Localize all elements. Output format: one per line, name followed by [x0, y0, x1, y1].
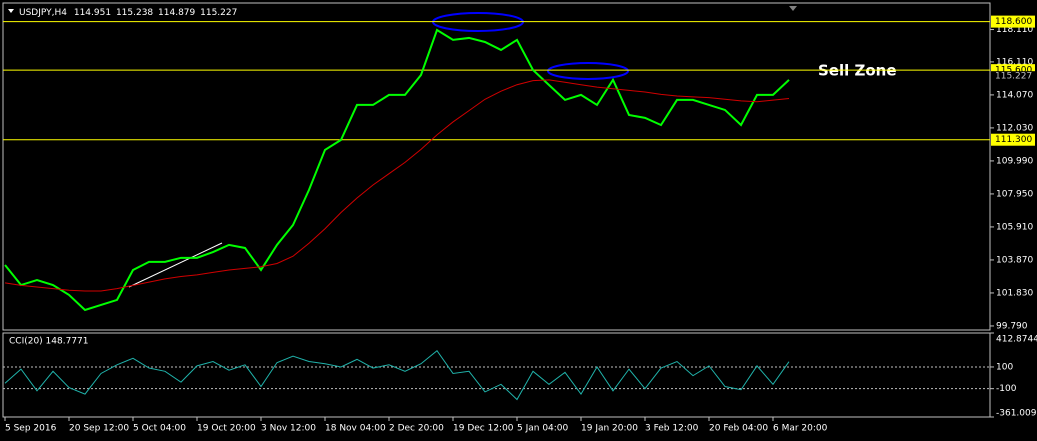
y-tick-label: 114.070: [996, 90, 1033, 100]
indicator-title: CCI(20) 148.7771: [9, 337, 89, 347]
y-tick-label: 109.990: [996, 156, 1033, 166]
y-tick-label: -100: [996, 384, 1017, 394]
x-tick-label: 20 Feb 04:00: [709, 424, 768, 434]
y-tick-label: 99.790: [996, 321, 1028, 331]
x-tick-label: 3 Nov 12:00: [261, 424, 316, 434]
level-label: 118.600: [995, 17, 1032, 27]
ellipse: [547, 62, 629, 80]
y-tick-label: 118.110: [996, 25, 1033, 35]
shift-marker: [789, 6, 797, 11]
x-tick-label: 19 Oct 20:00: [197, 424, 256, 434]
y-tick-label: 101.830: [996, 288, 1033, 298]
price-line: [4, 79, 790, 292]
y-tick-label: 116.110: [996, 57, 1033, 67]
low: 114.879: [158, 8, 195, 18]
close: 115.227: [200, 8, 237, 18]
x-tick-label: 5 Jan 04:00: [517, 424, 569, 434]
y-tick-label: 107.950: [996, 189, 1033, 199]
header: USDJPY,H4 114.951 115.238 114.879 115.22…: [19, 8, 237, 18]
level-label: 111.300: [995, 135, 1032, 145]
x-tick-label: 5 Sep 2016: [5, 424, 57, 434]
y-tick-label: -361.0092: [996, 409, 1037, 419]
main-pane: [2, 2, 991, 331]
cci-pane: [2, 332, 991, 418]
level-tag: [991, 133, 1035, 146]
x-tick-label: 19 Dec 12:00: [453, 424, 514, 434]
level-tag: [991, 15, 1035, 28]
level-label: 115.600: [995, 66, 1032, 76]
y-tick-label: 112.030: [996, 123, 1033, 133]
x-tick-label: 2 Dec 20:00: [389, 424, 444, 434]
x-tick-label: 18 Nov 04:00: [325, 424, 386, 434]
trend-line: [128, 242, 223, 288]
y-tick-label: 105.910: [996, 222, 1033, 232]
price-line: [4, 349, 790, 401]
symbol: USDJPY,H4: [19, 8, 67, 18]
x-tick-label: 6 Mar 20:00: [773, 424, 828, 434]
x-tick-label: 5 Oct 04:00: [133, 424, 186, 434]
x-tick-label: 3 Feb 12:00: [645, 424, 699, 434]
menu-arrow[interactable]: [8, 9, 14, 13]
high: 115.238: [116, 8, 153, 18]
x-tick-label: 20 Sep 12:00: [69, 424, 129, 434]
x-tick-label: 19 Jan 20:00: [581, 424, 638, 434]
open: 114.951: [74, 8, 111, 18]
price-label: 115.227: [995, 72, 1032, 82]
price-line: [4, 28, 790, 312]
y-tick-label: 100: [996, 362, 1013, 372]
y-tick-label: 412.8744: [996, 335, 1037, 345]
y-tick-label: 103.870: [996, 255, 1033, 265]
price-tag: [991, 71, 1035, 82]
